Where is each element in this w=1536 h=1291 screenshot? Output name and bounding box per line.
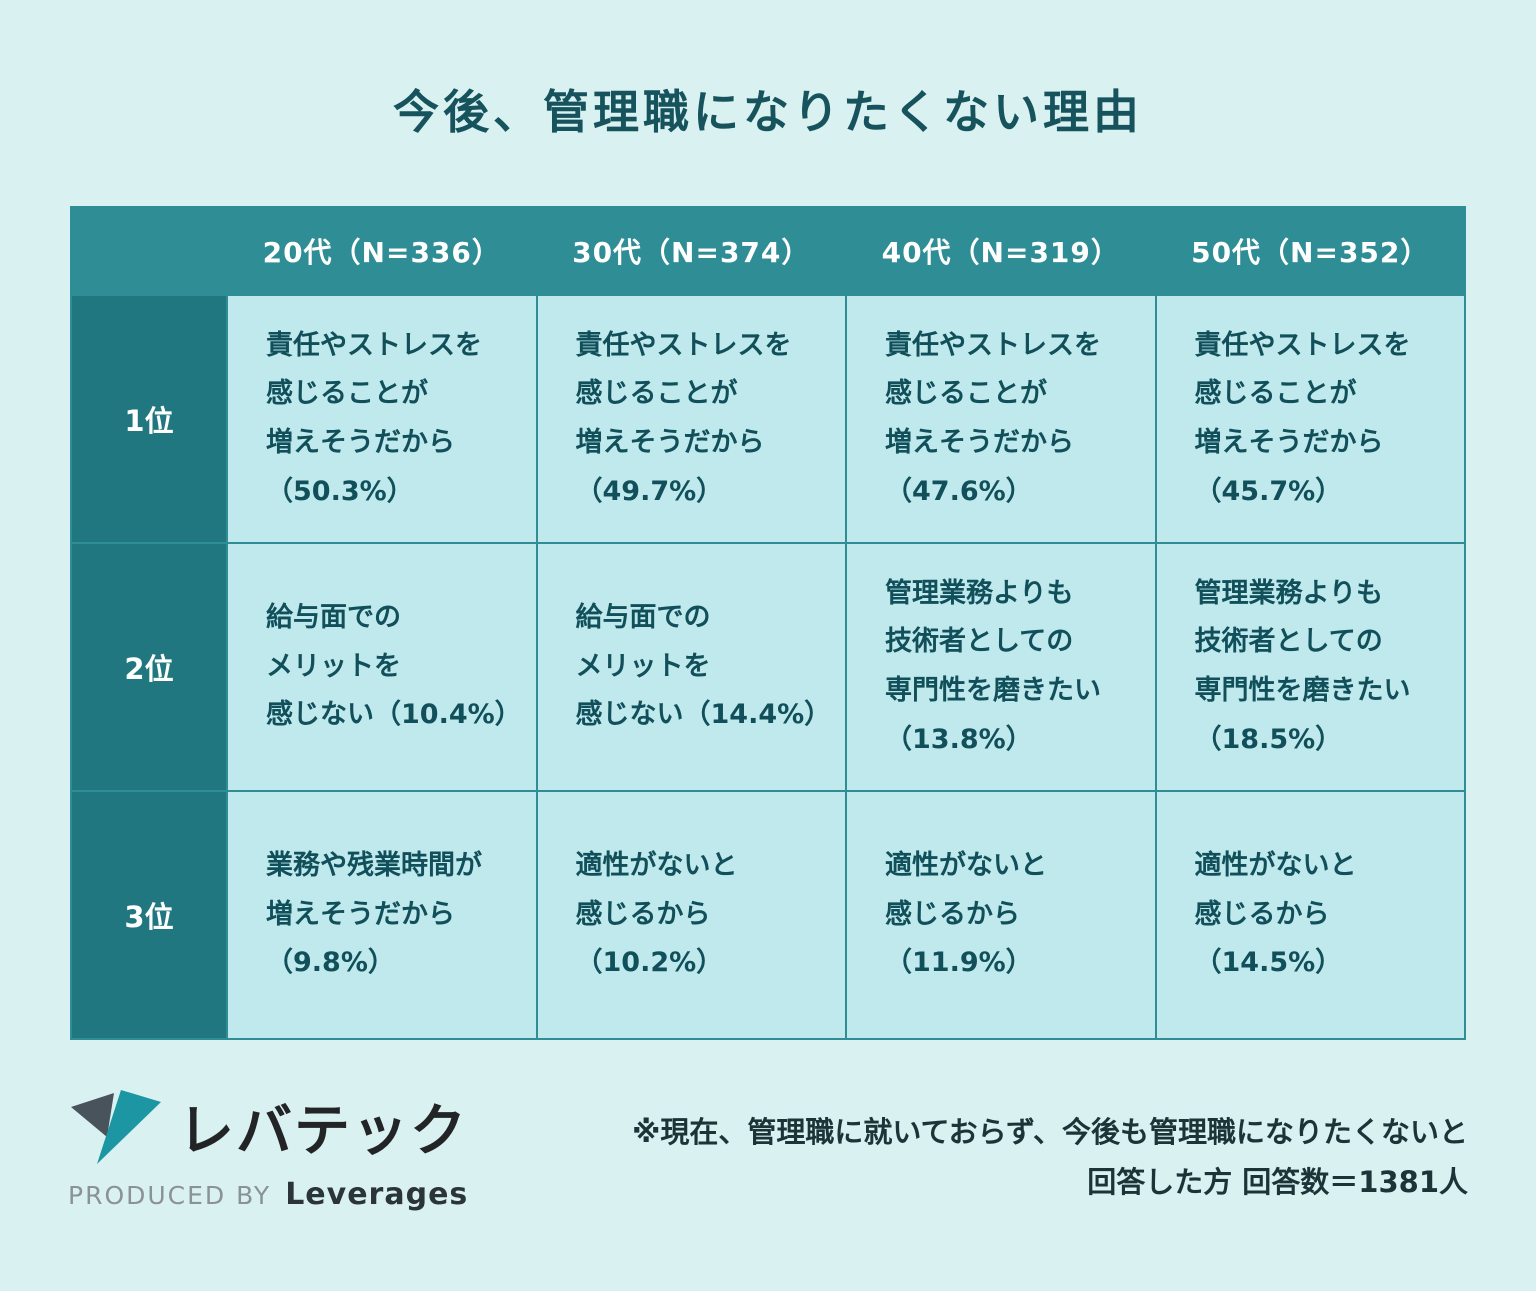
table-cell-r3-30s: 適性がないと 感じるから （10.2%） xyxy=(537,792,845,1038)
levtech-logo-icon xyxy=(71,1089,161,1164)
table-cell-r1-50s: 責任やストレスを 感じることが 増えそうだから （45.7%） xyxy=(1156,296,1464,542)
table-cell-r1-30s: 責任やストレスを 感じることが 増えそうだから （49.7%） xyxy=(537,296,845,542)
table-cell-r2-20s: 給与面での メリットを 感じない（10.4%） xyxy=(228,544,536,790)
table-cell-r3-20s: 業務や残業時間が 増えそうだから （9.8%） xyxy=(228,792,536,1038)
table-cell-r3-50s: 適性がないと 感じるから （14.5%） xyxy=(1156,792,1464,1038)
table-cell-r1-20s: 責任やストレスを 感じることが 増えそうだから （50.3%） xyxy=(228,296,536,542)
corner-cell xyxy=(72,208,226,294)
cell-text: 管理業務よりも 技術者としての 専門性を磨きたい （18.5%） xyxy=(1194,577,1411,755)
column-header-20s: 20代（N=336） xyxy=(228,208,536,294)
table-cell-r2-30s: 給与面での メリットを 感じない（14.4%） xyxy=(537,544,845,790)
survey-note: ※現在、管理職に就いておらず、今後も管理職になりたくないと 回答した方 回答数＝… xyxy=(632,1114,1468,1200)
produced-by-row: PRODUCED BY Leverages xyxy=(68,1177,468,1212)
cell-text: 責任やストレスを 感じることが 増えそうだから （50.3%） xyxy=(266,329,482,507)
levtech-logo-text: レバテック xyxy=(178,1099,468,1164)
ranking-table: 20代（N=336） 30代（N=374） 40代（N=319） 50代（N=3… xyxy=(70,206,1466,1040)
logo-row: レバテック xyxy=(68,1086,468,1167)
cell-text: 給与面での メリットを 感じない（14.4%） xyxy=(575,602,832,731)
cell-text: 適性がないと 感じるから （14.5%） xyxy=(1194,850,1357,979)
table-cell-r2-50s: 管理業務よりも 技術者としての 専門性を磨きたい （18.5%） xyxy=(1156,544,1464,790)
rank-label-2: 2位 xyxy=(72,544,226,790)
table-cell-r3-40s: 適性がないと 感じるから （11.9%） xyxy=(847,792,1155,1038)
cell-text: 適性がないと 感じるから （11.9%） xyxy=(885,850,1047,979)
page-title: 今後、管理職になりたくない理由 xyxy=(393,85,1143,139)
cell-text: 責任やストレスを 感じることが 増えそうだから （47.6%） xyxy=(885,329,1101,507)
cell-text: 責任やストレスを 感じることが 増えそうだから （45.7%） xyxy=(1194,329,1411,507)
cell-text: 適性がないと 感じるから （10.2%） xyxy=(575,850,738,979)
cell-text: 給与面での メリットを 感じない（10.4%） xyxy=(266,602,522,731)
levtech-brand: レバテック PRODUCED BY Leverages xyxy=(68,1086,468,1212)
cell-text: 業務や残業時間が 増えそうだから （9.8%） xyxy=(266,850,482,979)
table-cell-r2-40s: 管理業務よりも 技術者としての 専門性を磨きたい （13.8%） xyxy=(847,544,1155,790)
table-cell-r1-40s: 責任やストレスを 感じることが 増えそうだから （47.6%） xyxy=(847,296,1155,542)
produced-by-label: PRODUCED BY xyxy=(68,1181,272,1210)
column-header-40s: 40代（N=319） xyxy=(847,208,1155,294)
cell-text: 責任やストレスを 感じることが 増えそうだから （49.7%） xyxy=(575,329,792,507)
footer: レバテック PRODUCED BY Leverages ※現在、管理職に就いてお… xyxy=(68,1086,1468,1212)
column-header-50s: 50代（N=352） xyxy=(1156,208,1464,294)
rank-label-3: 3位 xyxy=(72,792,226,1038)
cell-text: 管理業務よりも 技術者としての 専門性を磨きたい （13.8%） xyxy=(885,577,1101,755)
rank-label-1: 1位 xyxy=(72,296,226,542)
column-header-30s: 30代（N=374） xyxy=(537,208,845,294)
leverages-wordmark: Leverages xyxy=(285,1177,469,1212)
